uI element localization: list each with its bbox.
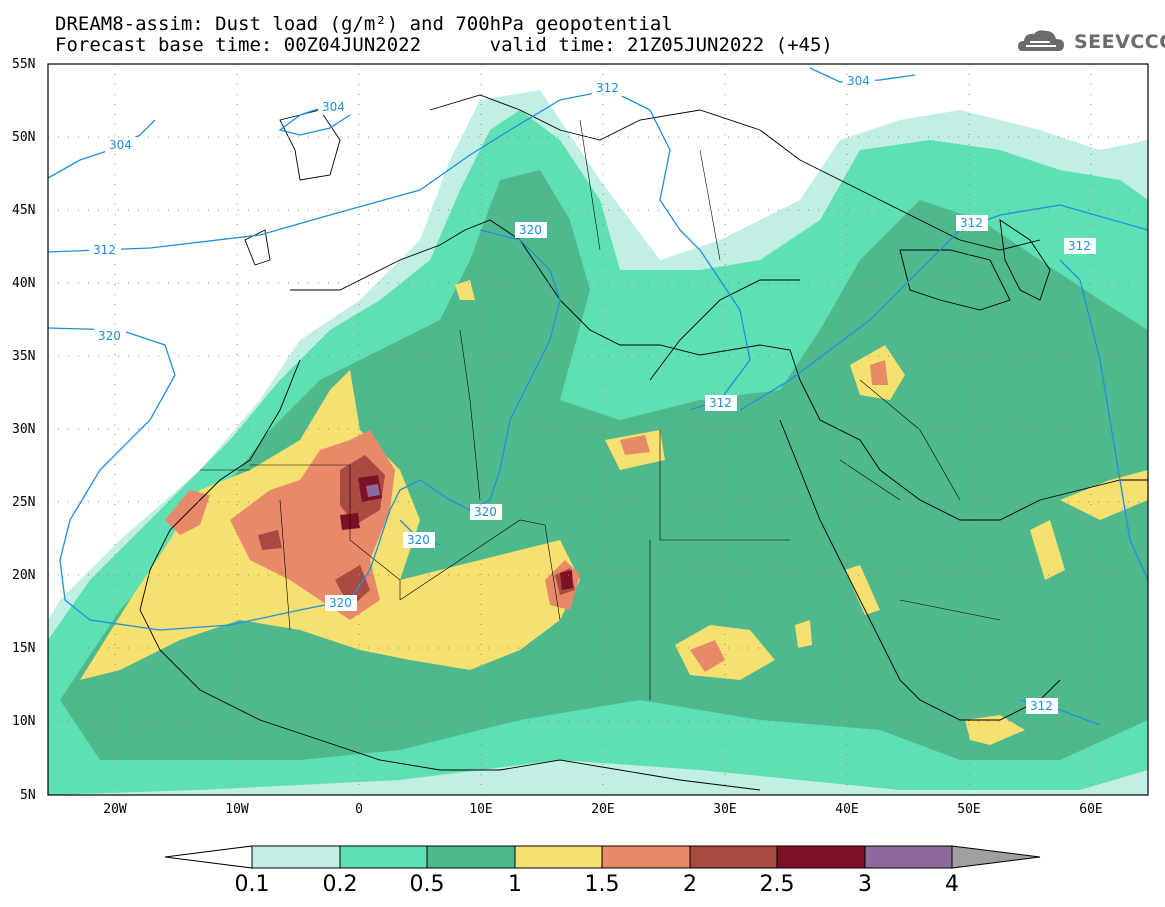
lon-label: 10E [469, 802, 492, 817]
lon-label: 40E [835, 802, 858, 817]
colorbar-segment [601, 845, 691, 869]
lat-label: 10N [12, 714, 35, 729]
map-frame [47, 63, 1149, 796]
contour-label: 320 [474, 505, 497, 519]
colorbar-segment [864, 845, 953, 869]
longitude-labels: 20W 10W 0 10E 20E 30E 40E 50E 60E [103, 802, 1102, 817]
lat-label: 30N [12, 422, 35, 437]
colorbar-label: 1.5 [584, 872, 620, 897]
dust-band-3 [366, 484, 380, 497]
lon-label: 30E [713, 802, 736, 817]
dust-band-1 [965, 715, 1025, 745]
dust-band-1.5 [620, 435, 650, 455]
contour-label: 304 [322, 100, 345, 114]
dust-band-2 [258, 530, 282, 550]
contour-label: 312 [93, 243, 116, 257]
colorbar-label: 0.1 [234, 872, 270, 897]
colorbar-label: 4 [945, 872, 959, 897]
lat-label: 45N [12, 203, 35, 218]
dust-band-1 [795, 620, 812, 648]
contour-label: 320 [98, 329, 121, 343]
logo-text: SEEVCCC [1074, 31, 1165, 53]
colorbar-segment [514, 845, 603, 869]
dust-band-1.5 [870, 360, 888, 385]
geopotential-contours [48, 67, 1148, 726]
colorbar-segment [776, 845, 866, 869]
dust-band-1 [845, 565, 880, 615]
colorbar [164, 845, 1041, 869]
map-title: DREAM8-assim: Dust load (g/m²) and 700hP… [55, 13, 673, 35]
lat-label: 55N [12, 57, 35, 72]
colorbar-label: 3 [858, 872, 872, 897]
lon-label: 20E [591, 802, 614, 817]
colorbar-label: 0.5 [409, 872, 445, 897]
contour-label: 312 [596, 81, 619, 95]
colorbar-segment [251, 845, 341, 869]
lon-label: 50E [957, 802, 980, 817]
lon-label: 10W [225, 802, 249, 817]
contour-label: 320 [407, 533, 430, 547]
dust-fill-layer [48, 90, 1148, 795]
lat-label: 40N [12, 276, 35, 291]
contour-labels: 304 304 304 312 312 312 312 312 320 320 … [89, 73, 1096, 714]
contour-label: 312 [709, 396, 732, 410]
lon-label: 60E [1079, 802, 1102, 817]
lat-label: 5N [20, 788, 36, 803]
lon-label: 0 [355, 802, 363, 817]
contour-label: 304 [847, 74, 870, 88]
colorbar-segment [164, 845, 253, 869]
lon-label: 20W [103, 802, 127, 817]
contour-label: 304 [109, 138, 132, 152]
dust-band-2.5 [560, 570, 573, 590]
cloud-icon [1018, 30, 1064, 51]
lat-label: 50N [12, 130, 35, 145]
lat-label: 15N [12, 641, 35, 656]
colorbar-label: 0.2 [322, 872, 358, 897]
dust-band-1 [455, 280, 475, 300]
colorbar-label: 2 [683, 872, 697, 897]
colorbar-segment [339, 845, 428, 869]
colorbar-label: 1 [508, 872, 522, 897]
dust-band-1 [1060, 470, 1148, 520]
contour-label: 320 [519, 223, 542, 237]
latitude-labels: 55N 50N 45N 40N 35N 30N 25N 20N 15N 10N … [12, 57, 36, 803]
contour-label: 312 [1030, 699, 1053, 713]
dust-band-1 [1030, 520, 1065, 580]
lat-label: 25N [12, 495, 35, 510]
graticule [48, 64, 1148, 795]
colorbar-segment [951, 845, 1041, 869]
colorbar-label: 2.5 [759, 872, 795, 897]
lat-label: 20N [12, 568, 35, 583]
contour-label: 320 [329, 596, 352, 610]
contour-label: 312 [1068, 239, 1091, 253]
forecast-times: Forecast base time: 00Z04JUN2022 valid t… [55, 34, 833, 56]
colorbar-segment [689, 845, 778, 869]
colorbar-segment [426, 845, 516, 869]
contour-label: 312 [960, 216, 983, 230]
lat-label: 35N [12, 349, 35, 364]
dust-band-1 [675, 625, 775, 680]
dust-band-2 [335, 565, 370, 608]
borders [200, 119, 1001, 700]
